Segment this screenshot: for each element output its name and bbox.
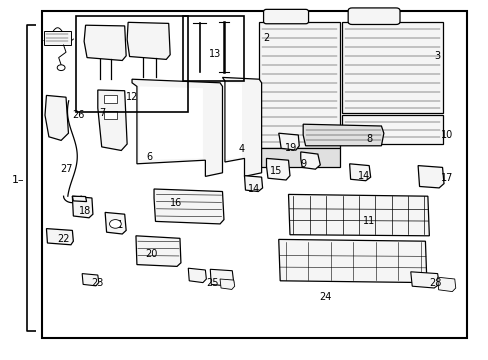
Text: 1–: 1– xyxy=(12,175,25,185)
Text: 25: 25 xyxy=(206,278,219,288)
Polygon shape xyxy=(300,152,320,169)
Text: 11: 11 xyxy=(362,216,375,226)
Polygon shape xyxy=(342,115,442,144)
Polygon shape xyxy=(139,86,203,160)
Text: 21: 21 xyxy=(111,220,123,230)
Polygon shape xyxy=(278,239,426,283)
Polygon shape xyxy=(259,148,339,167)
Text: 10: 10 xyxy=(440,130,453,140)
Bar xyxy=(41,11,466,338)
FancyBboxPatch shape xyxy=(347,8,399,24)
Text: 17: 17 xyxy=(440,173,453,183)
Polygon shape xyxy=(278,133,299,150)
Polygon shape xyxy=(136,236,181,266)
Polygon shape xyxy=(288,194,428,236)
Text: 12: 12 xyxy=(125,92,138,102)
Text: 20: 20 xyxy=(145,249,158,259)
Polygon shape xyxy=(127,22,170,59)
Bar xyxy=(183,16,244,81)
Polygon shape xyxy=(303,124,383,146)
Polygon shape xyxy=(45,95,68,140)
Polygon shape xyxy=(266,158,289,180)
Polygon shape xyxy=(98,90,127,150)
Text: 28: 28 xyxy=(428,278,441,288)
Text: 18: 18 xyxy=(79,206,92,216)
Bar xyxy=(44,31,71,45)
Text: 5: 5 xyxy=(58,33,64,43)
Polygon shape xyxy=(105,212,126,234)
Text: 15: 15 xyxy=(269,166,282,176)
FancyBboxPatch shape xyxy=(263,9,308,24)
Text: 23: 23 xyxy=(91,278,104,288)
Polygon shape xyxy=(154,189,224,224)
Polygon shape xyxy=(188,268,206,283)
Text: 19: 19 xyxy=(284,143,297,153)
Polygon shape xyxy=(46,229,73,245)
Polygon shape xyxy=(349,164,370,181)
Text: 8: 8 xyxy=(366,134,371,144)
Text: 24: 24 xyxy=(318,292,331,302)
Polygon shape xyxy=(410,272,438,288)
Polygon shape xyxy=(437,277,455,292)
Circle shape xyxy=(109,220,121,228)
Polygon shape xyxy=(222,77,261,176)
Text: 3: 3 xyxy=(434,51,440,61)
Polygon shape xyxy=(417,166,443,188)
Polygon shape xyxy=(132,79,222,176)
Text: 4: 4 xyxy=(239,144,244,154)
Text: 2: 2 xyxy=(263,33,269,43)
Text: 9: 9 xyxy=(300,159,305,169)
Polygon shape xyxy=(244,176,262,192)
Polygon shape xyxy=(259,22,339,148)
Text: 16: 16 xyxy=(169,198,182,208)
Polygon shape xyxy=(72,196,93,218)
Text: 26: 26 xyxy=(72,110,84,120)
Bar xyxy=(103,111,117,119)
Polygon shape xyxy=(210,269,233,286)
Polygon shape xyxy=(225,83,242,159)
Polygon shape xyxy=(342,22,442,113)
Polygon shape xyxy=(220,279,234,289)
Bar xyxy=(76,16,188,112)
Text: 14: 14 xyxy=(357,171,370,181)
Polygon shape xyxy=(82,274,99,286)
Text: 14: 14 xyxy=(247,184,260,194)
Polygon shape xyxy=(72,196,86,202)
Text: 7: 7 xyxy=(100,108,105,118)
Text: 27: 27 xyxy=(60,164,72,174)
Polygon shape xyxy=(84,25,126,60)
Text: 6: 6 xyxy=(146,152,152,162)
Bar xyxy=(103,95,117,103)
Text: 22: 22 xyxy=(57,234,70,244)
Text: 13: 13 xyxy=(208,49,221,59)
Circle shape xyxy=(57,65,65,71)
